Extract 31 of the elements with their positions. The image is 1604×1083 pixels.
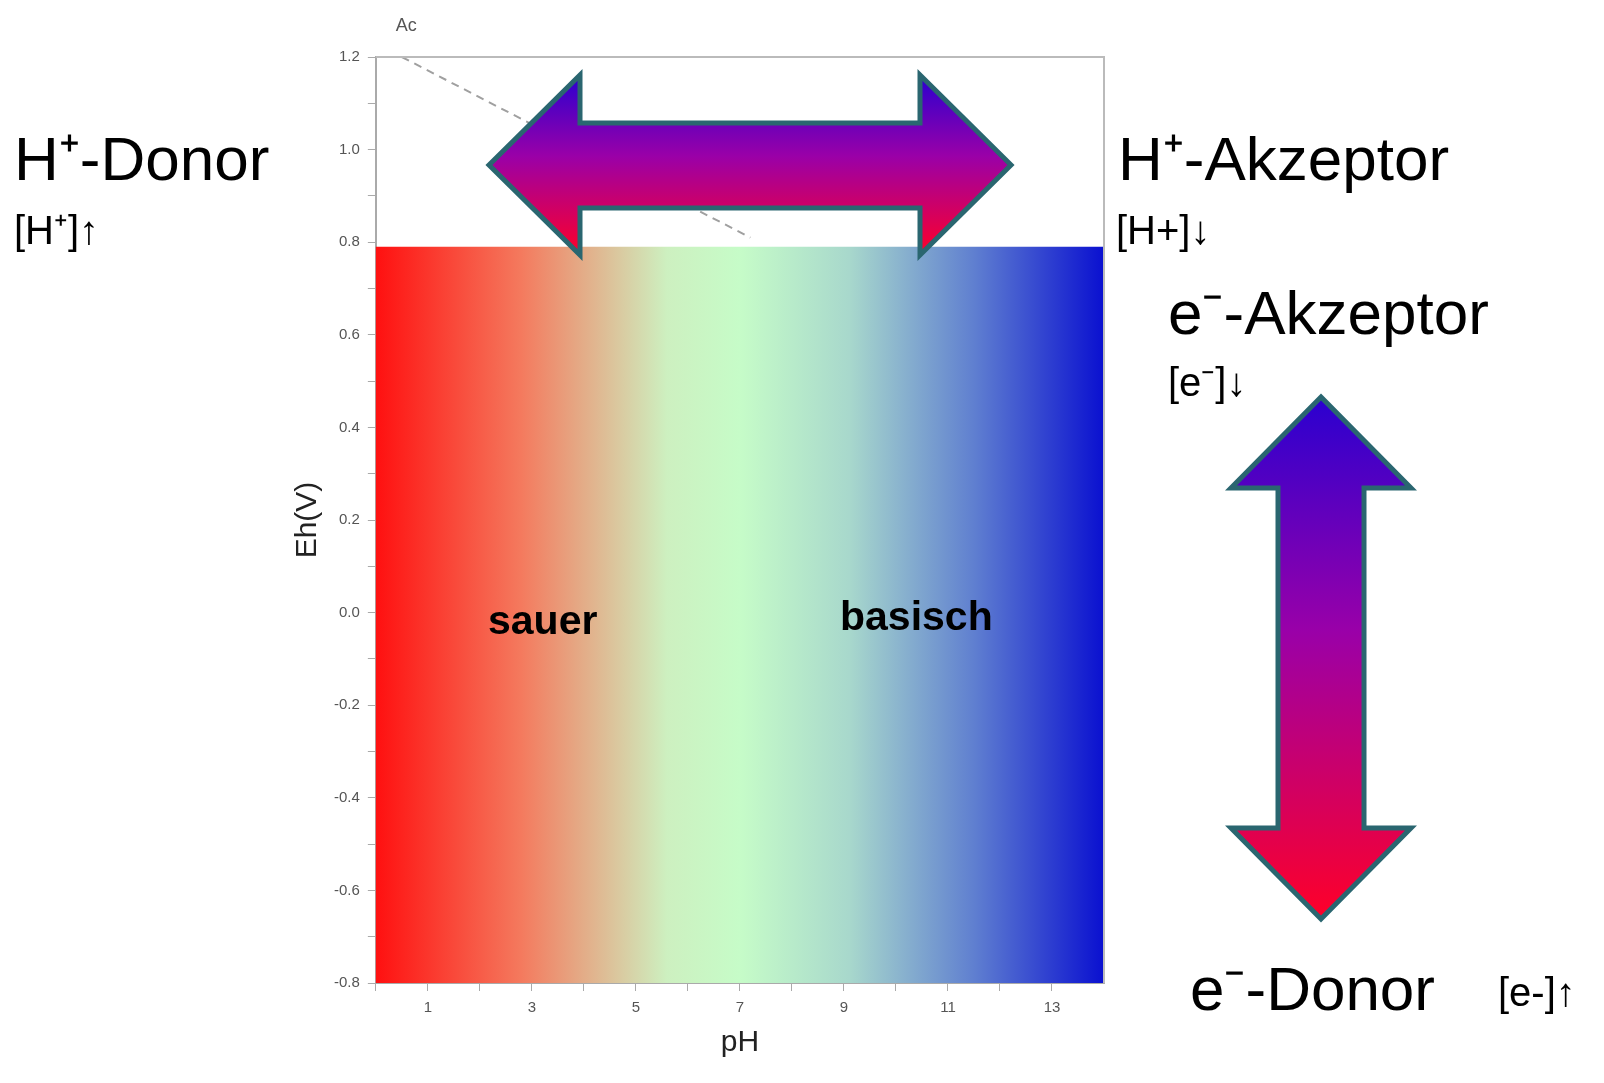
x-tick-label: 11	[940, 998, 956, 1016]
y-tick-label: 1.0	[338, 139, 360, 157]
x-tick-label: 5	[631, 998, 641, 1016]
x-tick-label: 1	[423, 998, 433, 1016]
x-tick-label: 13	[1043, 998, 1061, 1016]
y-tick-label: 0.4	[338, 417, 360, 435]
annotation: sauer	[488, 597, 598, 643]
x-tick-label: 7	[735, 998, 745, 1016]
y-tick-label: 0.8	[338, 232, 360, 250]
x-tick-label: 9	[839, 998, 849, 1016]
y-tick-label: 0.6	[338, 324, 360, 342]
text: [H+]↓	[1116, 208, 1211, 252]
y-tick-label: -0.4	[333, 787, 360, 805]
text: [e⁻]↓	[1168, 360, 1247, 404]
text: H⁺-Akzeptor	[1118, 124, 1450, 193]
y-tick-label: -0.6	[333, 880, 360, 898]
y-axis-title: Eh(V)	[289, 481, 323, 559]
text: e⁻-Akzeptor	[1168, 278, 1489, 347]
y-tick-label: 1.2	[338, 47, 360, 65]
y-tick-label: -0.2	[333, 695, 360, 713]
text: [H⁺]↑	[14, 208, 100, 252]
y-tick-label: 0.0	[338, 602, 360, 620]
text: H⁺-Donor	[14, 124, 270, 193]
y-tick-label: 0.2	[338, 510, 360, 528]
x-tick-label: 3	[527, 998, 537, 1016]
chart-title: Ac	[395, 14, 417, 35]
y-tick-label: -0.8	[333, 973, 360, 991]
annotation: basisch	[840, 593, 993, 639]
text: e⁻-Donor	[1190, 954, 1435, 1023]
x-axis-title: pH	[720, 1024, 760, 1058]
text: [e-]↑	[1498, 970, 1576, 1014]
